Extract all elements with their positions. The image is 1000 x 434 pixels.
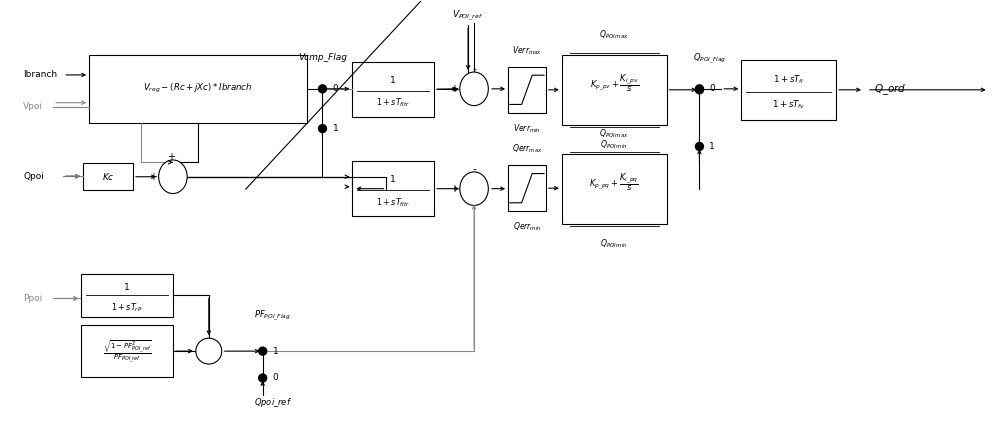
Text: $V_{reg}-(Rc+jXc)*Ibranch$: $V_{reg}-(Rc+jXc)*Ibranch$ bbox=[143, 82, 253, 95]
Text: 0: 0 bbox=[332, 84, 338, 93]
Text: 1: 1 bbox=[124, 283, 130, 292]
Ellipse shape bbox=[159, 160, 187, 194]
Circle shape bbox=[695, 142, 703, 151]
Text: +: + bbox=[450, 84, 458, 94]
Text: $Q_{POI\_Flag}$: $Q_{POI\_Flag}$ bbox=[693, 52, 726, 66]
Text: $V_{POI\_ref}$: $V_{POI\_ref}$ bbox=[452, 8, 484, 23]
Text: $K_{p\_pq}+\dfrac{K_{i\_pq}}{s}$: $K_{p\_pq}+\dfrac{K_{i\_pq}}{s}$ bbox=[589, 171, 639, 193]
Circle shape bbox=[196, 338, 222, 364]
FancyBboxPatch shape bbox=[508, 67, 546, 113]
Circle shape bbox=[259, 374, 267, 382]
Text: 0: 0 bbox=[273, 374, 278, 382]
Text: 1: 1 bbox=[390, 175, 396, 184]
Text: Vpoi: Vpoi bbox=[23, 102, 43, 111]
Text: Qpoi: Qpoi bbox=[23, 172, 44, 181]
Text: $Q_{POI\,min}$: $Q_{POI\,min}$ bbox=[600, 138, 628, 151]
Text: $1+sT_{fi}$: $1+sT_{fi}$ bbox=[773, 73, 804, 86]
Text: 1: 1 bbox=[273, 347, 278, 355]
Circle shape bbox=[695, 86, 703, 94]
Text: $PF_{POI\_Flag}$: $PF_{POI\_Flag}$ bbox=[254, 308, 291, 322]
Text: $1+sT_{rP}$: $1+sT_{rP}$ bbox=[111, 301, 143, 314]
Text: $\dfrac{\sqrt{1-PF^{2}_{POI\_ref}}}{PF_{POI\_ref}}$: $\dfrac{\sqrt{1-PF^{2}_{POI\_ref}}}{PF_{… bbox=[103, 338, 151, 365]
Text: $Q_{POI\,max}$: $Q_{POI\,max}$ bbox=[599, 29, 629, 41]
Text: 0: 0 bbox=[709, 84, 715, 93]
FancyBboxPatch shape bbox=[562, 155, 667, 224]
Circle shape bbox=[319, 85, 326, 93]
Text: +: + bbox=[149, 172, 157, 182]
Text: $Qerr_{max}$: $Qerr_{max}$ bbox=[512, 143, 542, 155]
Text: $Q_{POI\,min}$: $Q_{POI\,min}$ bbox=[600, 238, 628, 250]
Text: Ppoi: Ppoi bbox=[23, 294, 43, 303]
FancyBboxPatch shape bbox=[81, 273, 173, 317]
Text: $1+sT_{fltr}$: $1+sT_{fltr}$ bbox=[376, 97, 410, 109]
Text: $Verr_{min}$: $Verr_{min}$ bbox=[513, 123, 541, 135]
Text: $Qpoi\_ref$: $Qpoi\_ref$ bbox=[254, 396, 292, 409]
Text: $1+sT_{fv}$: $1+sT_{fv}$ bbox=[772, 99, 805, 111]
Text: $Verr_{max}$: $Verr_{max}$ bbox=[512, 45, 542, 57]
Ellipse shape bbox=[460, 172, 488, 205]
Text: Ibranch: Ibranch bbox=[23, 70, 57, 79]
FancyBboxPatch shape bbox=[352, 161, 434, 216]
FancyBboxPatch shape bbox=[508, 165, 546, 211]
Text: -: - bbox=[472, 64, 476, 74]
Text: $Qerr_{min}$: $Qerr_{min}$ bbox=[513, 221, 541, 233]
FancyBboxPatch shape bbox=[562, 55, 667, 125]
FancyBboxPatch shape bbox=[81, 326, 173, 377]
Text: +: + bbox=[450, 184, 458, 194]
Ellipse shape bbox=[460, 72, 488, 105]
Text: -: - bbox=[472, 164, 476, 174]
FancyBboxPatch shape bbox=[741, 60, 836, 120]
Text: $Kc$: $Kc$ bbox=[102, 171, 114, 182]
Text: Vcmp_Flag: Vcmp_Flag bbox=[298, 53, 347, 62]
Circle shape bbox=[695, 85, 703, 93]
Text: 1: 1 bbox=[390, 76, 396, 85]
Text: 1: 1 bbox=[332, 124, 338, 133]
Text: $K_{p\_pv}+\dfrac{K_{i\_pv}}{s}$: $K_{p\_pv}+\dfrac{K_{i\_pv}}{s}$ bbox=[590, 72, 639, 94]
Text: $Q\_ord$: $Q\_ord$ bbox=[874, 82, 907, 97]
Circle shape bbox=[259, 347, 267, 355]
Text: $Q_{POI\,max}$: $Q_{POI\,max}$ bbox=[599, 128, 629, 141]
Circle shape bbox=[259, 348, 266, 355]
Text: $1+sT_{fltr}$: $1+sT_{fltr}$ bbox=[376, 196, 410, 209]
FancyBboxPatch shape bbox=[89, 55, 307, 123]
FancyBboxPatch shape bbox=[352, 62, 434, 117]
Circle shape bbox=[319, 125, 326, 132]
Text: +: + bbox=[167, 152, 175, 162]
Text: 1: 1 bbox=[709, 142, 715, 151]
FancyBboxPatch shape bbox=[83, 163, 133, 190]
